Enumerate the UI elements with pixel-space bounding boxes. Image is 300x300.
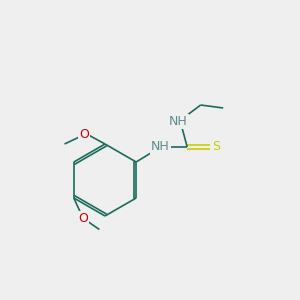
Text: NH: NH	[169, 115, 188, 128]
Text: NH: NH	[151, 140, 170, 154]
Text: O: O	[78, 212, 88, 226]
Text: O: O	[79, 128, 89, 142]
Text: S: S	[212, 140, 220, 154]
